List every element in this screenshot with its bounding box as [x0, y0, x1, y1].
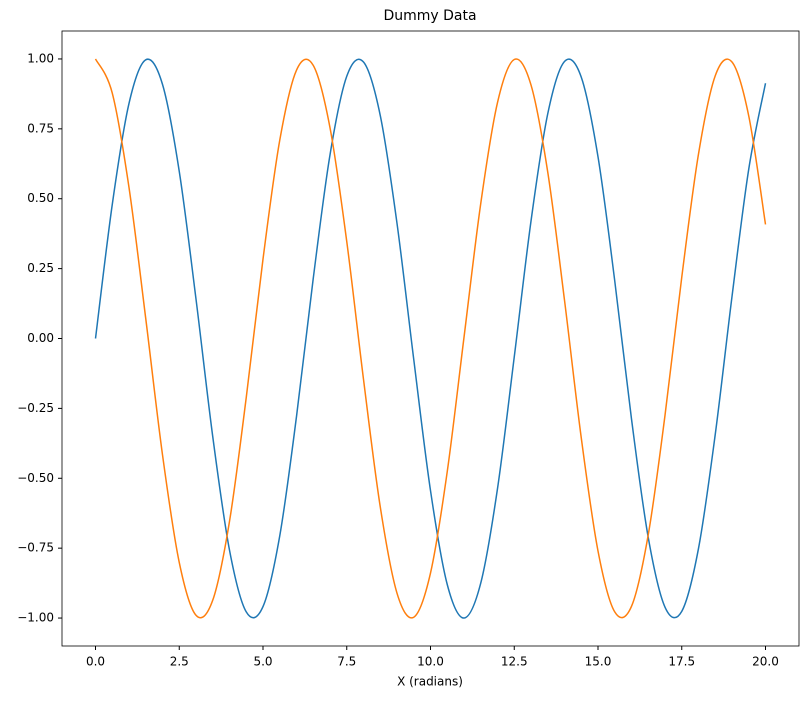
- y-tick-label: −0.25: [17, 401, 54, 415]
- x-tick-label: 5.0: [253, 655, 272, 669]
- x-tick-label: 17.5: [668, 655, 695, 669]
- y-tick-label: −0.50: [17, 471, 54, 485]
- x-tick-label: 10.0: [417, 655, 444, 669]
- x-tick-label: 15.0: [585, 655, 612, 669]
- y-tick-label: −1.00: [17, 611, 54, 625]
- x-tick-label: 7.5: [337, 655, 356, 669]
- x-tick-label: 12.5: [501, 655, 528, 669]
- y-tick-label: 0.00: [27, 331, 54, 345]
- chart-title: Dummy Data: [383, 8, 476, 24]
- x-tick-label: 2.5: [170, 655, 189, 669]
- line-series: [94, 58, 767, 619]
- y-tick-label: 1.00: [27, 51, 54, 65]
- y-tick-label: 0.50: [27, 191, 54, 205]
- y-tick-label: −0.75: [17, 541, 54, 555]
- x-axis-label: X (radians): [397, 675, 463, 689]
- plot-frame: [61, 30, 800, 647]
- x-tick-label: 20.0: [752, 655, 779, 669]
- y-tick-label: 0.75: [27, 121, 54, 135]
- x-tick-label: 0.0: [86, 655, 105, 669]
- line-series: [94, 58, 767, 619]
- y-tick-label: 0.25: [27, 261, 54, 275]
